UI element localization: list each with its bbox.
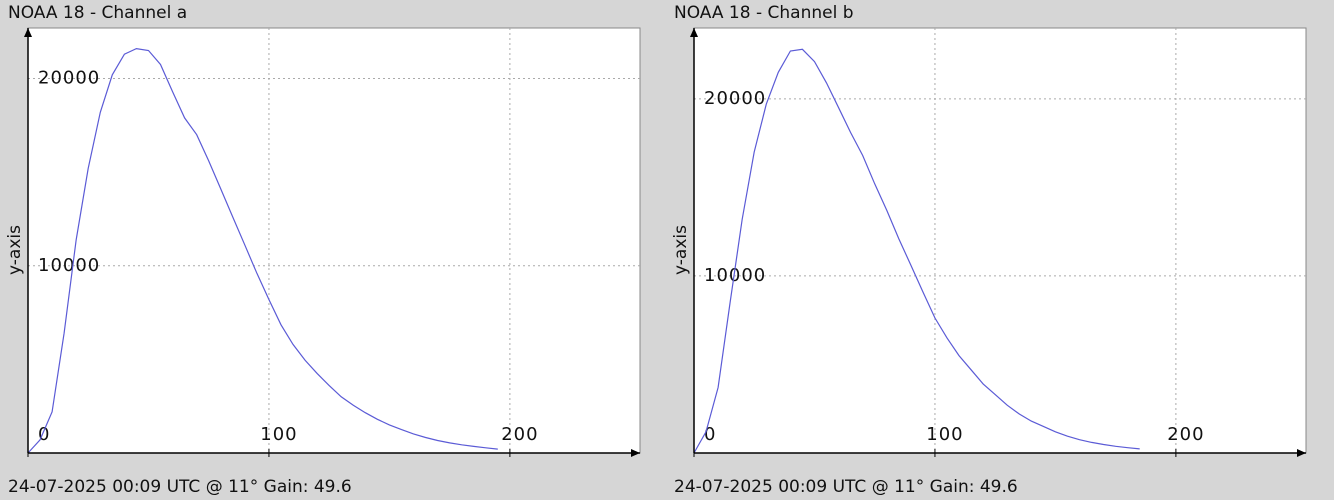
y-axis-arrow xyxy=(690,28,698,37)
x-axis-arrow xyxy=(631,449,640,457)
x-tick-label: 0 xyxy=(38,424,50,445)
caption: 24-07-2025 00:09 UTC @ 11° Gain: 49.6 xyxy=(674,477,1018,497)
y-axis-arrow xyxy=(24,28,32,37)
y-tick-label: 20000 xyxy=(38,68,100,89)
x-tick-label: 100 xyxy=(260,424,297,445)
x-tick-label: 200 xyxy=(1167,424,1204,445)
plot-area xyxy=(27,27,641,454)
data-line xyxy=(27,47,498,454)
x-tick-label: 100 xyxy=(926,424,963,445)
x-tick-label: 0 xyxy=(704,424,716,445)
data-line xyxy=(693,48,1140,454)
y-tick-label: 20000 xyxy=(704,88,766,109)
x-tick-label: 200 xyxy=(501,424,538,445)
y-tick-label: 10000 xyxy=(38,255,100,276)
y-axis-label: y-axis xyxy=(671,225,691,275)
caption: 24-07-2025 00:09 UTC @ 11° Gain: 49.6 xyxy=(8,477,352,497)
y-axis-label: y-axis xyxy=(5,225,25,275)
x-axis-arrow xyxy=(1297,449,1306,457)
chart-title: NOAA 18 - Channel a xyxy=(8,3,187,23)
chart-title: NOAA 18 - Channel b xyxy=(674,3,854,23)
plot-area xyxy=(693,27,1307,454)
